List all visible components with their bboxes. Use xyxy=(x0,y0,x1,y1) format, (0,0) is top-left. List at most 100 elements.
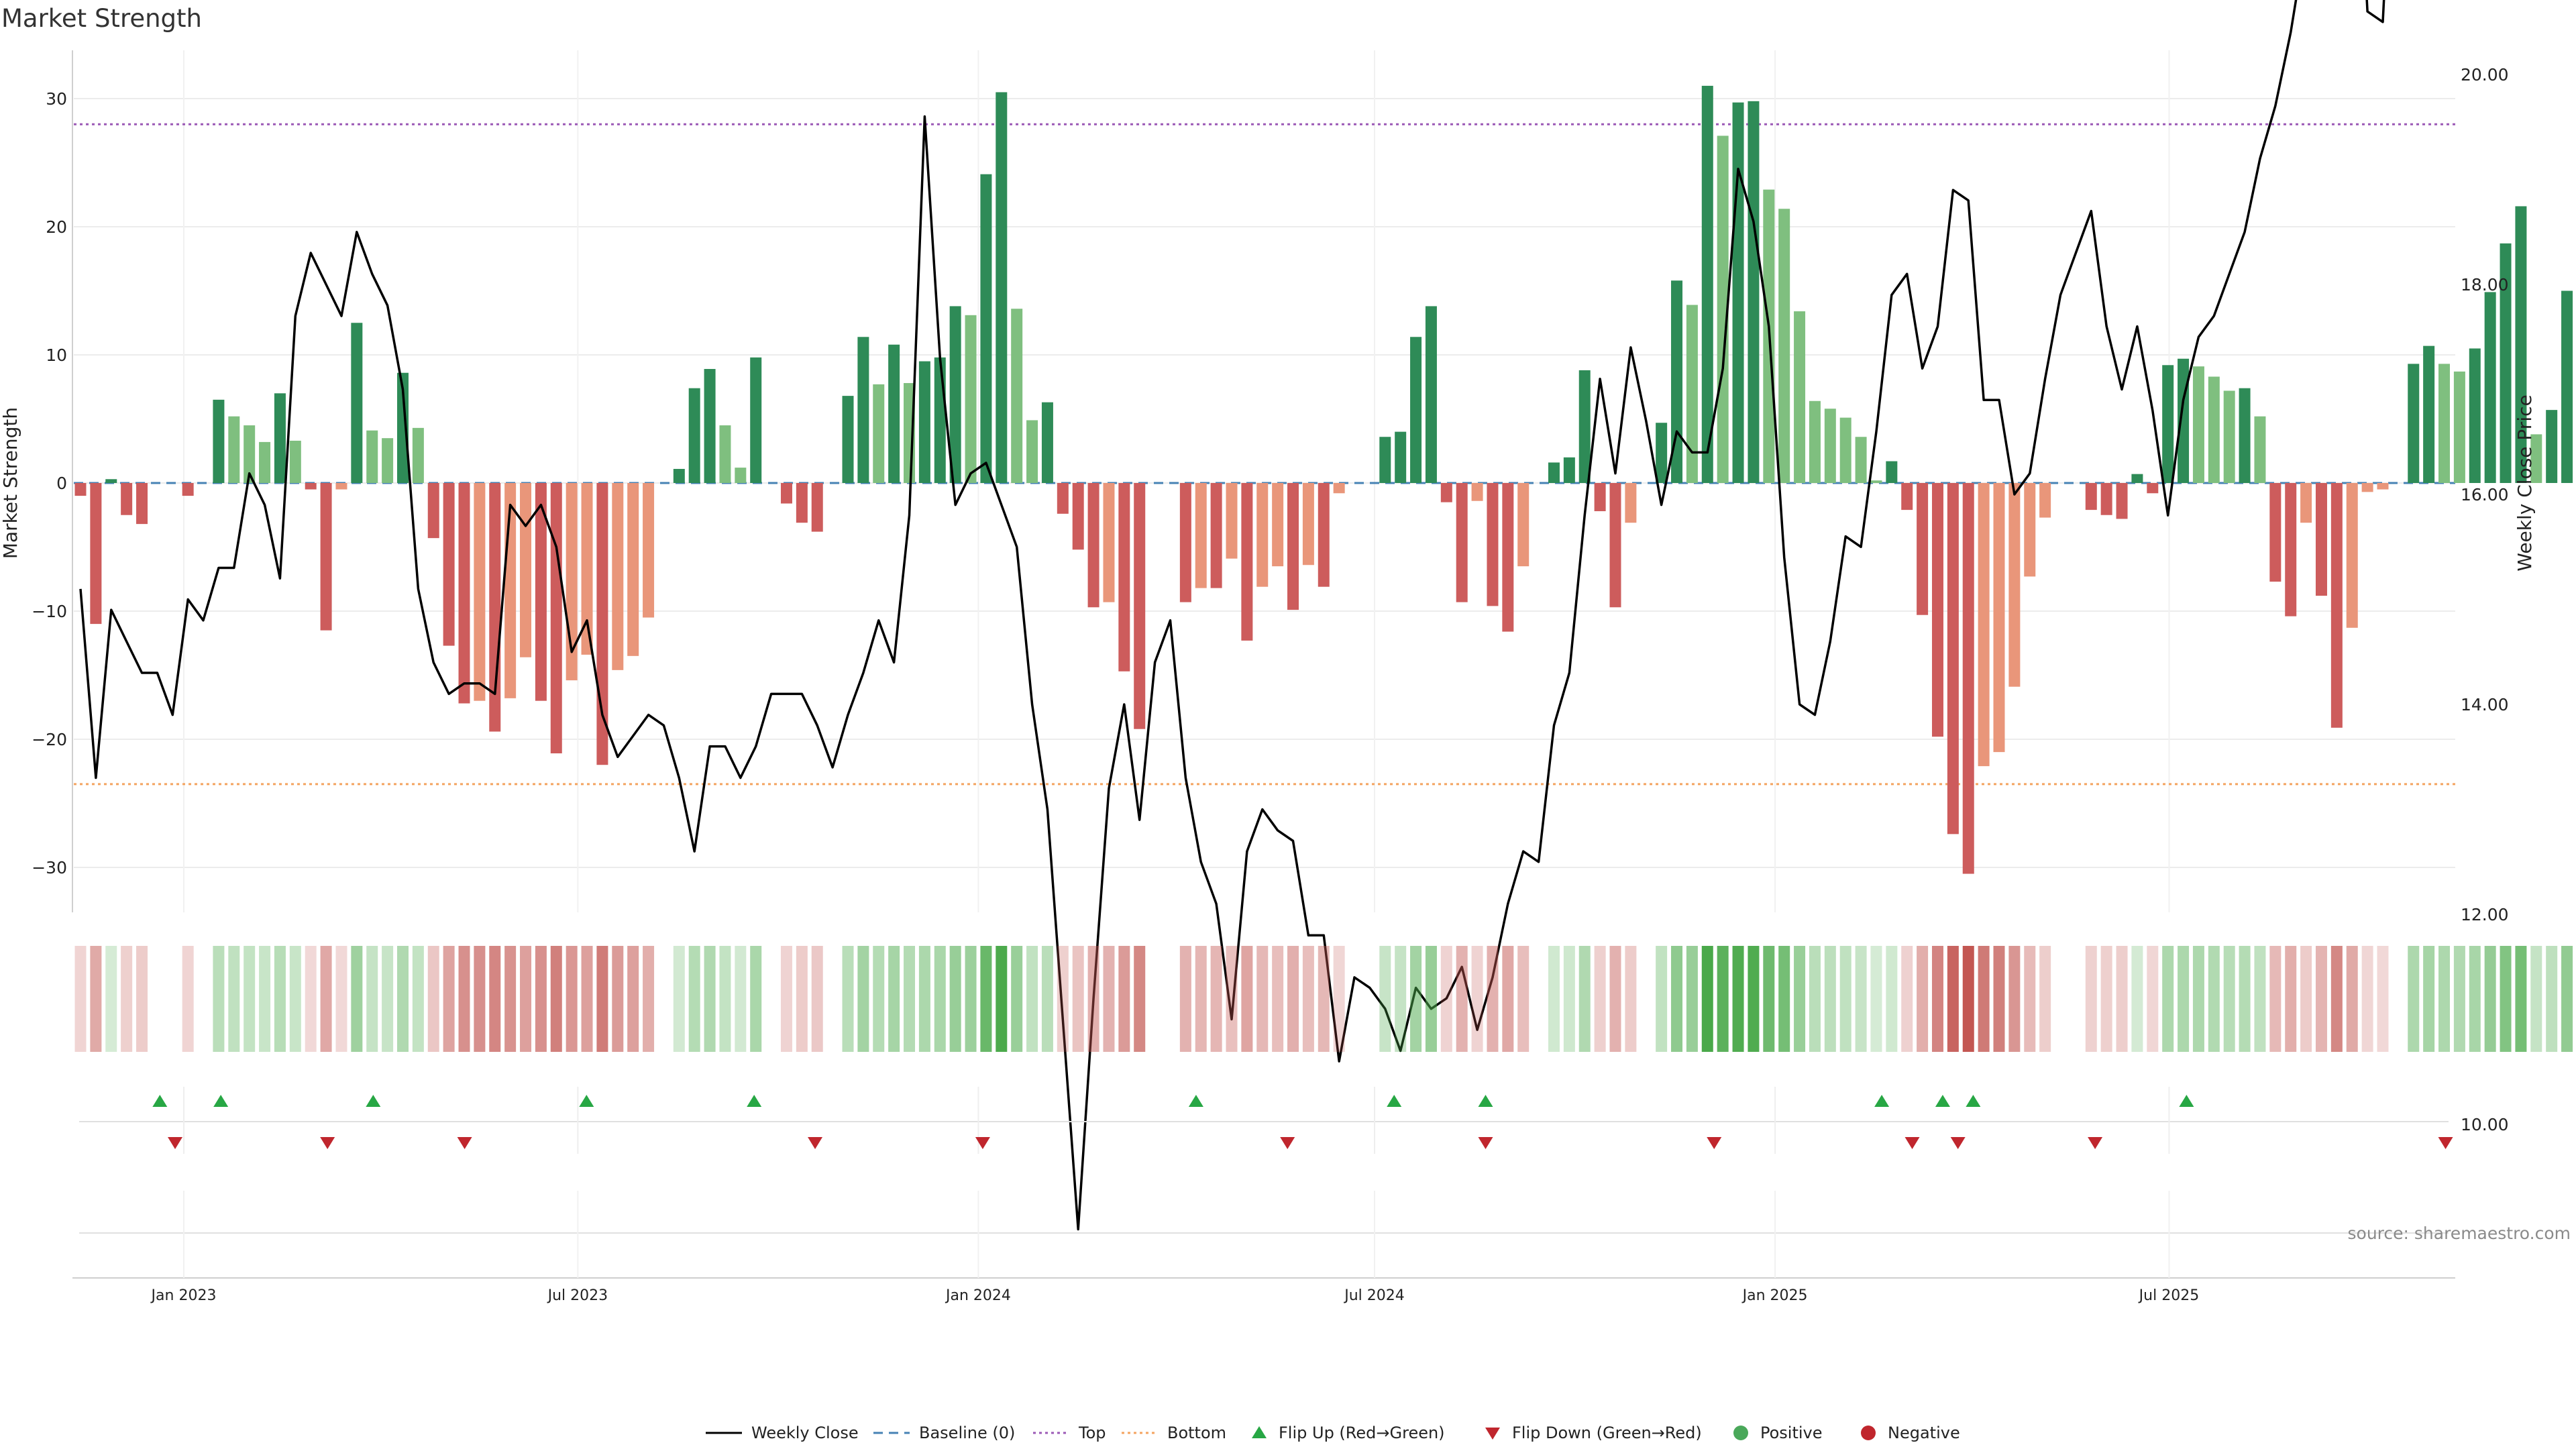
strength-bar xyxy=(643,483,655,618)
heat-cell xyxy=(965,946,977,1052)
strength-bar xyxy=(2561,290,2573,483)
flip-markers-panel xyxy=(79,1087,2453,1154)
strength-bar xyxy=(1947,483,1959,835)
heat-cell xyxy=(1686,946,1698,1052)
strength-bar xyxy=(1379,437,1391,483)
heat-cell xyxy=(2039,946,2051,1052)
date-tick-label: Jul 2023 xyxy=(547,1287,608,1304)
strength-bar xyxy=(1656,423,1668,483)
legend-label: Flip Up (Red→Green) xyxy=(1279,1424,1445,1442)
legend-label: Negative xyxy=(1888,1424,1960,1442)
legend-item: Flip Down (Green→Red) xyxy=(1485,1424,1702,1442)
strength-bar xyxy=(2223,390,2235,483)
strength-bar xyxy=(458,483,470,704)
heat-cell xyxy=(1748,946,1760,1052)
heat-cell xyxy=(1824,946,1836,1052)
heat-cell xyxy=(1517,946,1529,1052)
strength-bar xyxy=(1901,483,1913,511)
heat-cell xyxy=(443,946,455,1052)
strength-bar xyxy=(213,399,225,483)
heat-cell xyxy=(2561,946,2573,1052)
strength-bar xyxy=(1118,483,1130,672)
heat-cell xyxy=(1026,946,1038,1052)
strength-bar xyxy=(796,483,808,523)
heat-cell xyxy=(2530,946,2542,1052)
heat-cell xyxy=(2223,946,2235,1052)
heat-cell xyxy=(2131,946,2143,1052)
flip-up-marker xyxy=(1188,1095,1203,1107)
heat-cell xyxy=(412,946,424,1052)
heat-cell xyxy=(2024,946,2036,1052)
heat-cell xyxy=(535,946,547,1052)
heat-cell xyxy=(1318,946,1330,1052)
heat-cell xyxy=(2315,946,2327,1052)
strength-bar xyxy=(1517,483,1529,567)
strength-bar xyxy=(105,479,117,483)
strength-bar xyxy=(535,483,547,701)
heat-cell xyxy=(396,946,409,1052)
heat-cell xyxy=(489,946,501,1052)
heat-cell xyxy=(1487,946,1499,1052)
flip-up-marker xyxy=(1966,1095,1981,1107)
strength-bar xyxy=(811,483,823,532)
heat-cell xyxy=(2147,946,2159,1052)
heat-cell xyxy=(2500,946,2512,1052)
strength-bar xyxy=(2131,474,2143,483)
strength-bar xyxy=(612,483,624,670)
heat-cell xyxy=(1901,946,1913,1052)
legend-item: Weekly Close xyxy=(706,1424,859,1442)
strength-bar xyxy=(382,438,394,483)
strength-bar xyxy=(2330,483,2343,728)
heat-cell xyxy=(2453,946,2465,1052)
heat-cell xyxy=(2408,946,2420,1052)
heat-cell xyxy=(1917,946,1929,1052)
heat-cell xyxy=(2300,946,2312,1052)
strength-bar xyxy=(474,483,486,701)
strength-bar xyxy=(704,369,716,483)
heat-cell xyxy=(596,946,608,1052)
heat-cell xyxy=(980,946,992,1052)
strength-bar xyxy=(1057,483,1069,514)
heat-cell xyxy=(351,946,363,1052)
heat-cell xyxy=(627,946,639,1052)
heat-cell xyxy=(996,946,1008,1052)
left-tick-label: 30 xyxy=(46,89,67,109)
heat-cell xyxy=(1656,946,1668,1052)
heat-cell xyxy=(382,946,394,1052)
strength-bar xyxy=(1011,309,1023,483)
source-credit: source: sharemaestro.com xyxy=(2348,1224,2571,1243)
flip-down-marker xyxy=(1950,1137,1966,1149)
heat-cell xyxy=(2208,946,2220,1052)
strength-bar xyxy=(2024,483,2036,577)
heat-cell xyxy=(136,946,148,1052)
heat-cell xyxy=(504,946,517,1052)
heat-cell xyxy=(780,946,792,1052)
strength-bar xyxy=(2453,371,2465,483)
heat-cell xyxy=(918,946,930,1052)
strength-bar xyxy=(2530,434,2542,483)
heat-cell xyxy=(750,946,762,1052)
strength-bar xyxy=(2500,243,2512,483)
strength-bar xyxy=(274,393,286,483)
heat-cell xyxy=(520,946,532,1052)
heat-cell xyxy=(1210,946,1222,1052)
legend-icon xyxy=(1485,1428,1500,1440)
heat-cell xyxy=(427,946,439,1052)
strength-bar xyxy=(2484,292,2496,483)
heat-cell xyxy=(2377,946,2389,1052)
strength-bar xyxy=(1041,402,1053,483)
strength-bar xyxy=(1195,483,1207,588)
flip-down-marker xyxy=(320,1137,335,1149)
strength-bar xyxy=(750,357,762,483)
strength-bar xyxy=(688,388,700,483)
left-tick-label: −30 xyxy=(32,858,67,877)
strength-bar xyxy=(1870,480,1882,483)
strength-bar xyxy=(918,361,930,483)
heat-cell xyxy=(228,946,240,1052)
date-tick-label: Jan 2023 xyxy=(150,1287,217,1304)
heat-cell xyxy=(2192,946,2204,1052)
heat-cell xyxy=(2423,946,2435,1052)
flip-up-marker xyxy=(1478,1095,1493,1107)
left-tick-label: 0 xyxy=(56,474,67,493)
